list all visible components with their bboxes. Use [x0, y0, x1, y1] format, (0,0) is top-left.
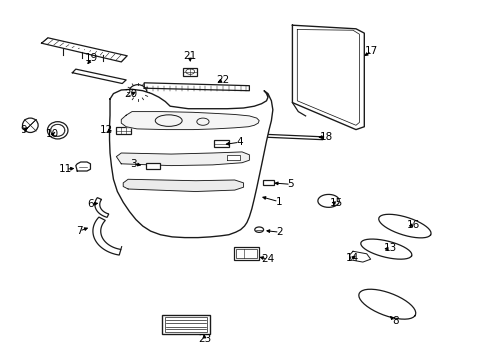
Text: 3: 3 [129, 159, 136, 169]
Polygon shape [317, 194, 339, 207]
Text: 24: 24 [261, 254, 274, 264]
Text: 17: 17 [364, 46, 378, 56]
Text: 2: 2 [276, 227, 283, 237]
FancyBboxPatch shape [214, 140, 228, 147]
Text: 5: 5 [287, 179, 294, 189]
Polygon shape [123, 179, 243, 192]
Text: 23: 23 [197, 334, 211, 344]
Polygon shape [95, 198, 108, 217]
Text: 13: 13 [383, 243, 396, 253]
Polygon shape [292, 25, 364, 130]
Text: 15: 15 [329, 198, 343, 208]
Text: 21: 21 [183, 51, 196, 61]
FancyBboxPatch shape [236, 249, 256, 258]
Text: 7: 7 [76, 226, 82, 236]
Polygon shape [227, 155, 239, 160]
FancyBboxPatch shape [145, 163, 160, 169]
Text: 16: 16 [406, 220, 419, 230]
Text: 14: 14 [345, 253, 358, 264]
Polygon shape [109, 89, 272, 238]
Polygon shape [121, 112, 259, 130]
Text: 10: 10 [46, 129, 59, 139]
Text: 4: 4 [236, 137, 243, 147]
FancyBboxPatch shape [263, 180, 273, 185]
Polygon shape [349, 251, 370, 262]
Text: 1: 1 [275, 197, 282, 207]
Text: 22: 22 [215, 75, 229, 85]
Polygon shape [93, 217, 121, 255]
Polygon shape [144, 83, 249, 91]
Polygon shape [76, 162, 90, 171]
Polygon shape [72, 69, 126, 84]
Polygon shape [360, 239, 411, 259]
Text: 11: 11 [59, 164, 72, 174]
FancyBboxPatch shape [162, 315, 210, 334]
Polygon shape [358, 289, 415, 319]
Text: 6: 6 [87, 199, 94, 210]
Text: 12: 12 [100, 125, 113, 135]
Polygon shape [239, 133, 322, 140]
Text: 18: 18 [319, 132, 333, 142]
FancyBboxPatch shape [165, 317, 207, 332]
Text: 8: 8 [391, 316, 398, 326]
Polygon shape [41, 38, 127, 62]
Text: 20: 20 [124, 89, 137, 99]
FancyBboxPatch shape [116, 127, 131, 134]
Polygon shape [116, 152, 249, 166]
FancyBboxPatch shape [183, 68, 197, 76]
Text: 9: 9 [20, 125, 27, 135]
Text: 19: 19 [85, 53, 99, 63]
Polygon shape [378, 214, 430, 238]
FancyBboxPatch shape [233, 247, 259, 260]
